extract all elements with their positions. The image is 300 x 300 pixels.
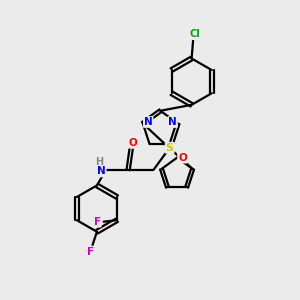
Text: Cl: Cl [189,29,200,39]
Text: F: F [94,217,101,227]
Text: O: O [178,153,187,163]
Text: N: N [144,117,153,127]
Text: F: F [87,247,94,257]
Text: N: N [97,167,106,176]
Text: N: N [168,117,177,127]
Text: H: H [95,157,103,166]
Text: S: S [166,143,174,153]
Text: O: O [128,138,137,148]
